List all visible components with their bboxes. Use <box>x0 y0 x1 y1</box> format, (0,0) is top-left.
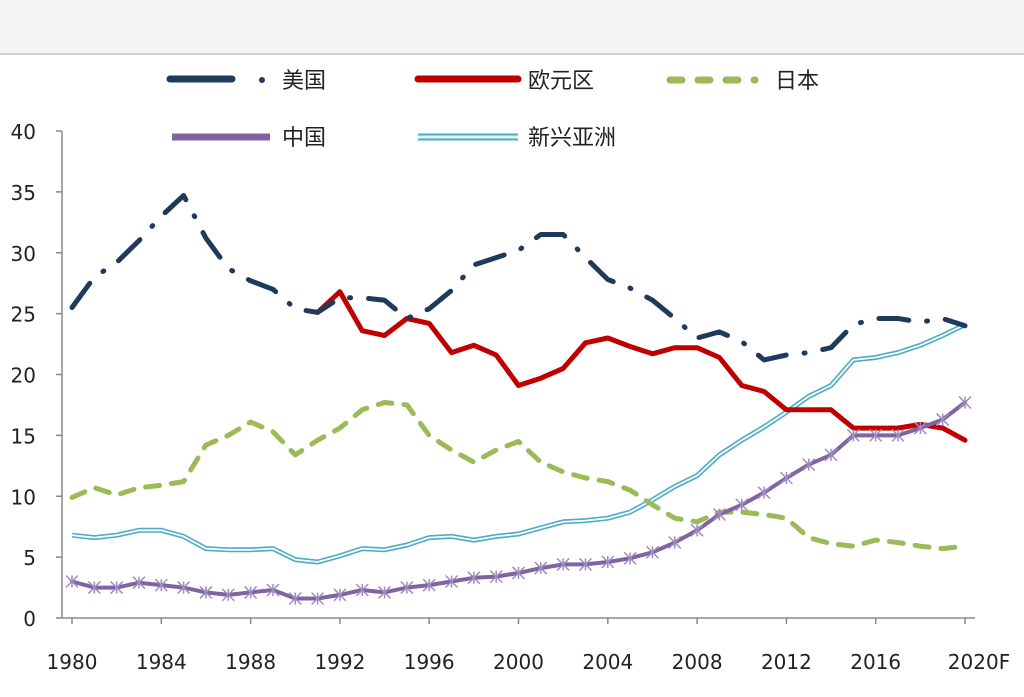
series-3 <box>66 397 971 605</box>
series-line <box>72 403 965 549</box>
x-tick-label: 2004 <box>582 650 633 674</box>
y-tick-label: 15 <box>11 424 36 448</box>
x-tick-label: 2000 <box>493 650 544 674</box>
y-tick-label: 30 <box>11 242 36 266</box>
x-tick-label: 1988 <box>225 650 276 674</box>
legend-label-emerging-asia: 新兴亚洲 <box>528 126 616 151</box>
data-point <box>780 472 792 484</box>
legend-item-china: 中国 <box>172 126 326 151</box>
data-point <box>758 487 770 499</box>
legend-label-usa: 美国 <box>282 69 326 94</box>
series-line <box>72 196 965 360</box>
series-0 <box>72 195 965 360</box>
x-tick-label: 1996 <box>404 650 455 674</box>
x-tick-label: 1992 <box>314 650 365 674</box>
x-tick-label: 1980 <box>47 650 98 674</box>
x-tick-label: 2008 <box>672 650 723 674</box>
series-2 <box>72 402 965 548</box>
legend-label-japan: 日本 <box>775 69 819 94</box>
series-group <box>66 195 971 604</box>
x-tick-label: 2020F <box>948 650 1010 674</box>
y-tick-label: 40 <box>11 120 36 144</box>
legend-label-china: 中国 <box>282 126 326 151</box>
y-tick-label: 20 <box>11 364 36 388</box>
legend-label-eurozone: 欧元区 <box>528 69 594 94</box>
y-tick-label: 10 <box>11 485 36 509</box>
x-tick-label: 1984 <box>136 650 187 674</box>
axes: 0 5 10 15 20 25 30 35 40 1980 1984 1988 1992 1996 2000… <box>11 120 1011 674</box>
legend: 美国 欧元区 日本 中国 新兴亚洲 <box>170 69 819 151</box>
legend-item-eurozone: 欧元区 <box>418 69 594 94</box>
y-tick-label: 25 <box>11 303 36 327</box>
legend-item-japan: 日本 <box>670 69 819 94</box>
y-tick-label: 5 <box>23 546 36 570</box>
data-point <box>959 397 971 409</box>
series-line <box>318 292 965 441</box>
y-tick-label: 35 <box>11 181 36 205</box>
x-tick-label: 2016 <box>850 650 901 674</box>
legend-item-emerging-asia: 新兴亚洲 <box>418 126 616 151</box>
y-tick-label: 0 <box>23 607 36 631</box>
x-tick-label: 2012 <box>761 650 812 674</box>
legend-item-usa: 美国 <box>170 69 326 94</box>
series-1 <box>317 292 965 441</box>
